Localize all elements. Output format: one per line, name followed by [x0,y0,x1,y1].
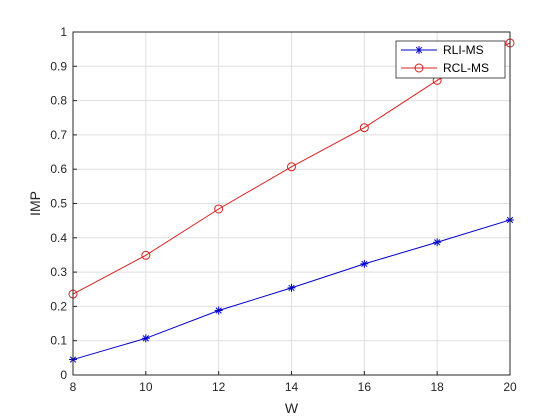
x-axis-label: W [285,400,299,416]
y-tick-label: 0 [60,368,67,382]
legend-marker-rli-ms [415,46,423,54]
x-tick-label: 20 [503,380,517,394]
y-tick-label: 0.7 [50,128,67,142]
data-point-rli-ms [360,259,369,268]
data-point-rli-ms [433,238,442,247]
data-point-rcl-ms [287,162,296,172]
x-tick-label: 10 [139,380,153,394]
x-tick-label: 18 [430,380,444,394]
data-point-rcl-ms [214,204,224,214]
y-axis-label: IMP [27,191,43,216]
legend: RLI-MS RCL-MS [395,40,506,79]
y-tick-label: 0.6 [50,162,67,176]
x-tick-label: 12 [212,380,226,394]
series-line-rcl-ms [72,42,511,295]
y-tick-label: 0.9 [50,59,67,73]
y-tick-label: 0.8 [50,94,67,108]
y-tick-label: 0.4 [50,231,67,245]
legend-marker-rcl-ms [414,63,424,73]
data-point-rli-ms [214,306,223,315]
x-tick-label: 16 [358,380,372,394]
y-tick-label: 1 [60,25,67,39]
legend-label-rli-ms: RLI-MS [443,43,484,57]
legend-label-rcl-ms: RCL-MS [443,61,489,75]
data-point-rcl-ms [359,123,369,133]
y-tick-label: 0.2 [50,299,67,313]
legend-box [395,40,506,79]
y-tick-label: 0.1 [50,334,67,348]
x-tick-label: 14 [285,380,299,394]
y-tick-label: 0.3 [50,265,67,279]
ticks-layer: 8 10 12 14 16 18 20 0 0.1 0.2 0.3 0.4 0.5 0.6 0.7 0.8 0.… [50,25,517,394]
data-point-rli-ms [287,283,296,292]
data-point-rli-ms [141,334,150,343]
x-tick-label: 8 [70,380,77,394]
data-point-rcl-ms [141,250,151,260]
y-tick-label: 0.5 [50,197,67,211]
